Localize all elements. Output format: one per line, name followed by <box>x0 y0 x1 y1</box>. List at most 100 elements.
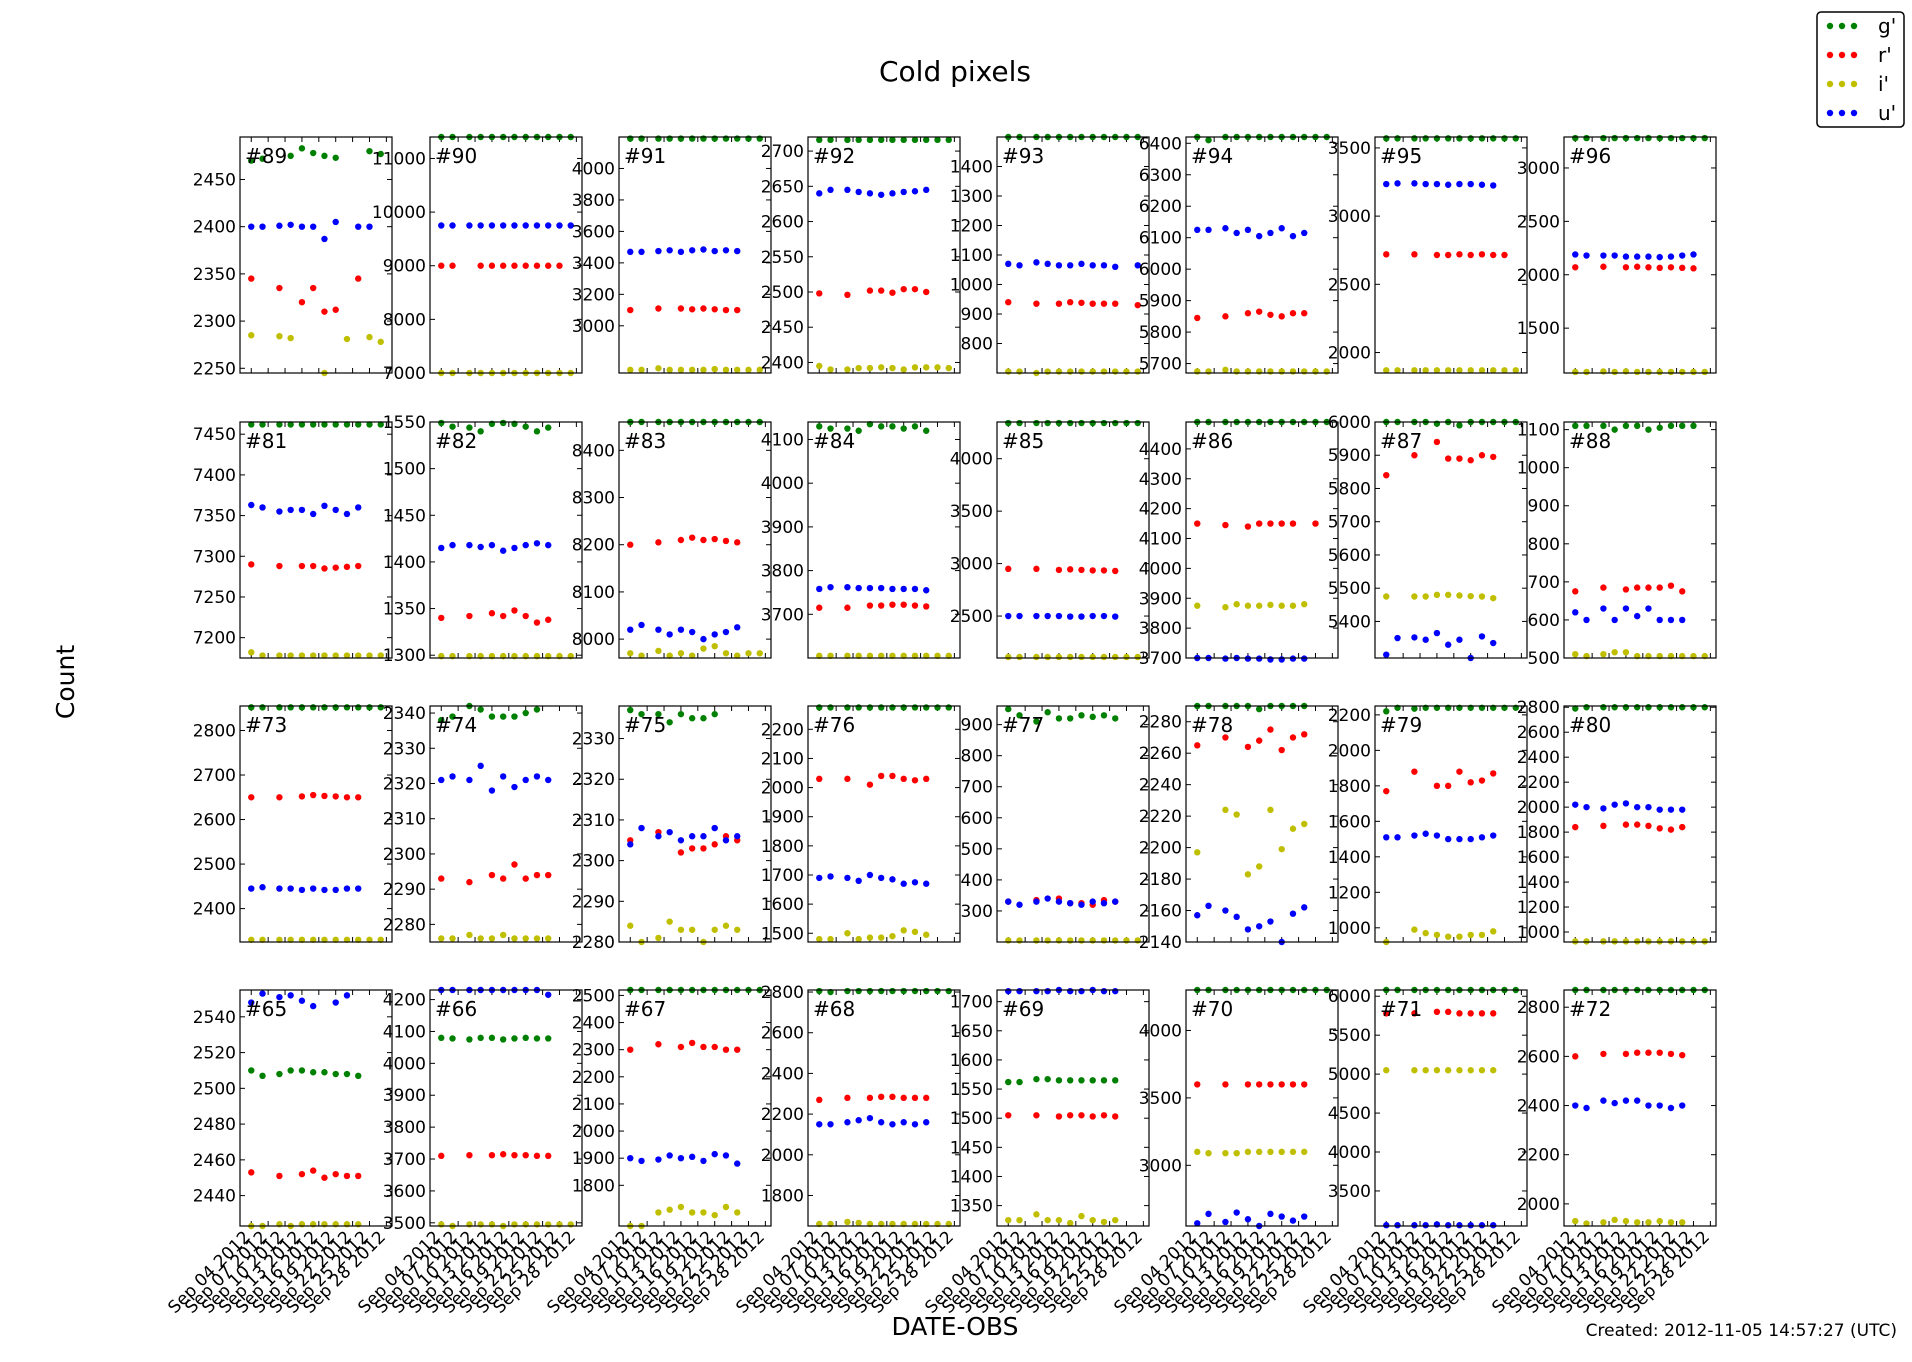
point-i <box>1622 368 1630 375</box>
point-u <box>1289 910 1297 917</box>
point-g <box>1433 135 1441 142</box>
point-i <box>734 926 741 933</box>
y-tick-label: 4000 <box>1328 1143 1371 1163</box>
point-u <box>1112 263 1119 270</box>
point-i <box>287 652 294 659</box>
point-u <box>1205 1210 1212 1218</box>
point-r <box>911 777 919 784</box>
point-g <box>298 421 306 428</box>
y-tick-label: 4100 <box>383 1022 426 1042</box>
point-i <box>1089 1216 1096 1224</box>
point-u <box>1583 803 1590 811</box>
point-r <box>1244 743 1252 751</box>
point-u <box>1089 262 1096 269</box>
point-i <box>711 1211 718 1219</box>
y-tick-label: 4000 <box>950 450 993 470</box>
point-u <box>1267 918 1274 925</box>
point-g <box>1422 135 1429 142</box>
y-tick-label: 2200 <box>1139 839 1182 859</box>
point-g <box>1033 419 1040 427</box>
legend-marker <box>1826 109 1834 117</box>
point-r <box>1667 826 1675 833</box>
point-i <box>488 1221 496 1228</box>
point-u <box>1572 609 1579 616</box>
point-r <box>1289 734 1297 741</box>
point-i <box>655 1209 662 1216</box>
panel-frame <box>239 136 393 374</box>
y-tick-label: 1550 <box>950 1080 993 1100</box>
point-r <box>522 262 529 269</box>
point-u <box>309 1002 317 1010</box>
point-i <box>627 922 634 929</box>
panel-96: 1500 2000 2500 3000 #96 <box>1517 134 1717 376</box>
panel-84: 3700 3800 3900 4000 4100 #84 <box>761 420 961 660</box>
point-r <box>923 1094 930 1102</box>
point-i <box>1194 368 1201 375</box>
y-tick-label: 2500 <box>193 855 236 875</box>
point-u <box>1645 253 1652 260</box>
y-tick-label: 2330 <box>572 730 615 750</box>
point-i <box>276 652 283 659</box>
point-u <box>1611 1099 1618 1107</box>
point-r <box>1433 782 1441 790</box>
point-g <box>923 704 930 711</box>
point-u <box>677 1154 685 1162</box>
point-u <box>1645 605 1652 612</box>
point-u <box>321 886 328 894</box>
point-u <box>1456 180 1463 188</box>
point-r <box>1033 565 1040 573</box>
point-i <box>259 936 266 943</box>
point-r <box>355 562 362 570</box>
point-r <box>545 616 552 623</box>
point-i <box>1656 938 1663 945</box>
point-i <box>1267 806 1274 814</box>
point-i <box>1456 367 1463 374</box>
y-tick-label: 2100 <box>761 749 804 769</box>
point-u <box>1422 180 1429 188</box>
point-u <box>855 584 862 592</box>
point-u <box>1611 252 1618 259</box>
point-i <box>1478 1067 1486 1074</box>
point-u <box>1444 181 1452 188</box>
point-i <box>844 366 851 373</box>
point-u <box>533 540 541 547</box>
point-r <box>688 534 696 541</box>
point-i <box>1433 367 1441 374</box>
y-tick-label: 4200 <box>383 991 426 1011</box>
point-i <box>1572 1217 1579 1225</box>
point-u <box>1016 987 1023 995</box>
y-tick-label: 1400 <box>950 158 993 178</box>
y-tick-label: 1900 <box>761 808 804 828</box>
point-u <box>1583 1104 1590 1112</box>
panel-frame <box>429 421 583 659</box>
y-tick-label: 1350 <box>383 600 426 620</box>
point-u <box>1267 229 1274 237</box>
point-g <box>934 704 941 711</box>
point-r <box>248 561 255 568</box>
point-i <box>1383 1067 1390 1074</box>
point-u <box>248 223 255 230</box>
point-i <box>1600 938 1607 945</box>
point-i <box>366 333 373 341</box>
point-r <box>1267 311 1274 318</box>
point-i <box>756 650 763 657</box>
point-u <box>1289 1217 1297 1224</box>
panel-background <box>997 422 1149 658</box>
y-tick-label: 3900 <box>1139 589 1182 609</box>
point-i <box>248 936 255 943</box>
point-g <box>756 135 763 142</box>
point-r <box>438 262 445 269</box>
point-u <box>1467 1222 1474 1229</box>
y-tick-label: 2000 <box>761 779 804 799</box>
point-u <box>638 621 645 629</box>
point-g <box>877 136 885 144</box>
point-g <box>276 704 283 711</box>
point-u <box>309 885 317 892</box>
point-g <box>1044 709 1051 716</box>
y-tick-label: 2100 <box>572 1095 615 1115</box>
point-u <box>700 1157 707 1165</box>
point-r <box>1267 1081 1274 1088</box>
point-i <box>1222 604 1229 611</box>
y-tick-label: 4000 <box>383 1054 426 1074</box>
point-r <box>1679 264 1686 272</box>
